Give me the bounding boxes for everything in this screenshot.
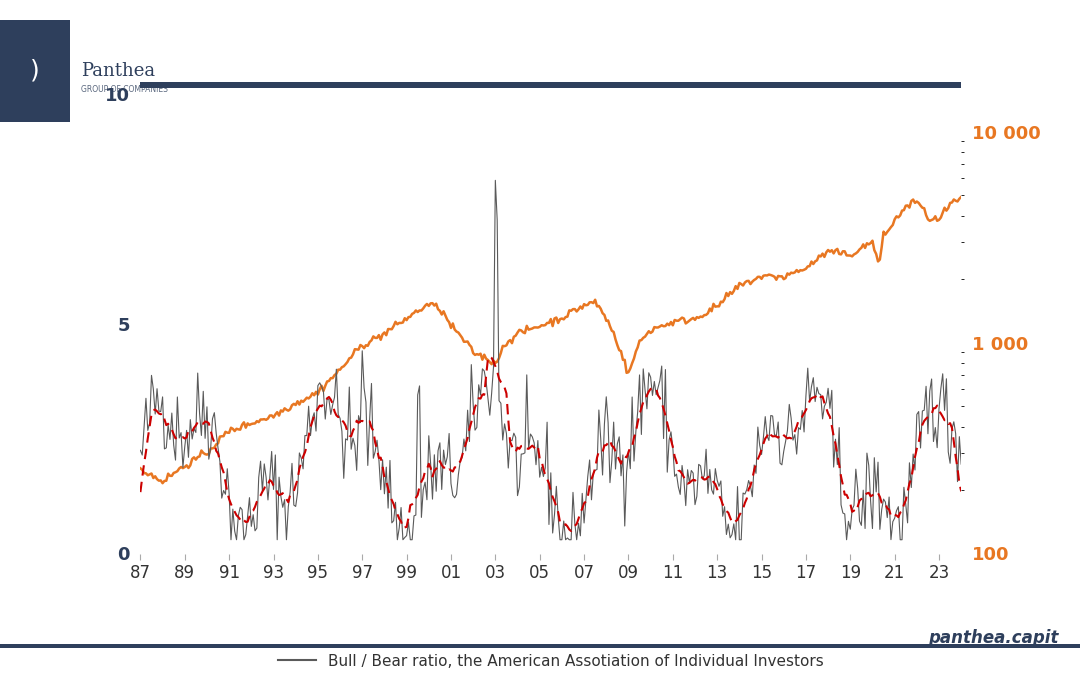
Text: Panthea: Panthea: [81, 62, 156, 80]
Text: ): ): [30, 59, 40, 83]
Text: GROUP OF COMPANIES: GROUP OF COMPANIES: [81, 84, 167, 94]
Text: panthea.capit: panthea.capit: [928, 629, 1058, 647]
Legend: Bull / Bear ratio, the American Assotiation of Individual Investors, S&P 500 ind: Bull / Bear ratio, the American Assotiat…: [271, 647, 831, 675]
